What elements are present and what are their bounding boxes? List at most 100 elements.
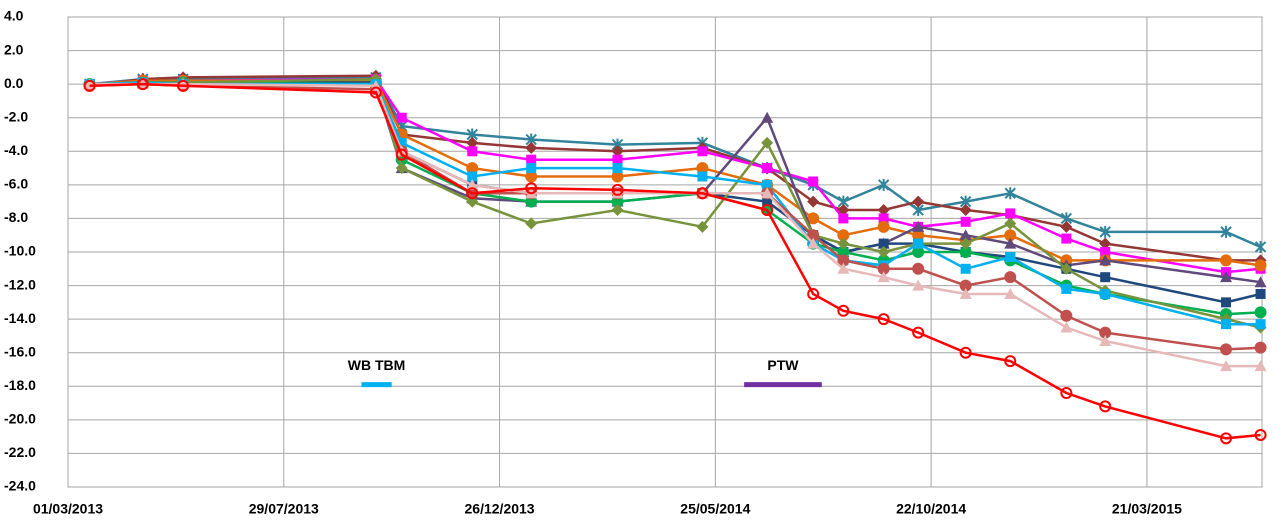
marker [1254, 240, 1267, 253]
series [83, 69, 1267, 267]
y-tick-label: -24.0 [4, 478, 36, 494]
marker [466, 136, 479, 149]
marker [1254, 341, 1267, 354]
marker [807, 212, 820, 225]
series-line [89, 82, 1261, 440]
y-tick-label: -20.0 [4, 411, 36, 427]
marker [1004, 355, 1017, 368]
marker [525, 141, 538, 154]
marker [877, 271, 890, 283]
y-tick-label: -10.0 [4, 243, 36, 259]
y-tick-label: 4.0 [4, 8, 24, 24]
marker [878, 213, 889, 224]
series [83, 78, 1267, 445]
marker [611, 187, 624, 199]
marker [808, 176, 819, 187]
marker [467, 171, 478, 182]
marker [1220, 225, 1232, 238]
marker [395, 145, 408, 157]
marker [762, 179, 773, 190]
y-tick-label: -18.0 [4, 377, 36, 393]
marker [877, 204, 890, 217]
marker [611, 145, 624, 158]
marker [395, 148, 408, 161]
marker [1255, 319, 1266, 330]
series [83, 76, 1267, 288]
annotation-label: PTW [767, 357, 799, 373]
marker [697, 146, 708, 157]
series [83, 71, 1267, 253]
marker [959, 204, 972, 217]
marker [1100, 272, 1111, 283]
marker [1004, 217, 1017, 230]
marker [1005, 252, 1016, 263]
y-tick-label: -14.0 [4, 310, 36, 326]
marker [696, 220, 709, 233]
x-tick-label: 25/05/2014 [680, 501, 750, 517]
marker [1220, 254, 1233, 267]
y-tick-label: -2.0 [4, 108, 28, 124]
marker [611, 204, 624, 217]
y-tick-label: 0.0 [4, 75, 24, 91]
marker [1100, 288, 1111, 299]
marker [1004, 187, 1016, 200]
x-tick-label: 26/12/2013 [465, 501, 535, 517]
marker [762, 163, 773, 174]
marker [912, 326, 925, 339]
marker [1220, 343, 1233, 356]
x-tick-label: 29/07/2013 [249, 501, 319, 517]
marker [525, 217, 538, 230]
marker [1060, 321, 1073, 333]
marker [959, 237, 972, 250]
marker [912, 195, 925, 208]
marker [611, 183, 624, 196]
marker [959, 346, 972, 359]
marker [959, 287, 972, 299]
marker [877, 178, 890, 191]
marker [837, 262, 850, 274]
marker [877, 246, 890, 258]
y-tick-label: -16.0 [4, 343, 36, 359]
y-tick-label: -12.0 [4, 276, 36, 292]
marker [1255, 288, 1266, 299]
marker [369, 86, 382, 99]
marker [878, 238, 889, 249]
marker [1100, 247, 1111, 257]
x-tick-label: 21/03/2015 [1112, 501, 1182, 517]
y-tick-label: -22.0 [4, 444, 36, 460]
marker [960, 216, 971, 227]
series-line [89, 82, 1261, 351]
series-line [89, 74, 1261, 262]
marker [1254, 360, 1267, 372]
marker [1061, 233, 1072, 244]
marker [612, 154, 623, 165]
marker [1099, 225, 1111, 238]
x-tick-label: 22/10/2014 [896, 501, 966, 517]
marker [1060, 220, 1073, 233]
y-tick-label: 2.0 [4, 41, 24, 57]
x-tick-label: 01/03/2013 [33, 501, 103, 517]
marker [1060, 387, 1073, 399]
marker [837, 237, 850, 250]
marker [761, 204, 774, 217]
marker [838, 213, 849, 224]
marker [1099, 254, 1112, 266]
marker [1004, 271, 1017, 284]
marker [1099, 334, 1112, 346]
series [83, 73, 1267, 334]
marker [1220, 271, 1233, 283]
series [83, 76, 1267, 321]
marker [761, 111, 774, 123]
marker [466, 178, 479, 190]
marker [1099, 400, 1112, 413]
y-tick-label: -4.0 [4, 142, 28, 158]
marker [1220, 432, 1233, 445]
marker [1221, 297, 1232, 308]
marker [696, 187, 709, 200]
marker [762, 196, 773, 207]
series-line [89, 81, 1261, 326]
marker [466, 195, 479, 208]
marker [807, 195, 820, 208]
marker [396, 137, 407, 148]
